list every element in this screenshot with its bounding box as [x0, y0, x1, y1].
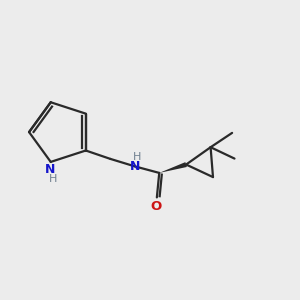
Polygon shape — [159, 162, 187, 173]
Text: N: N — [130, 160, 140, 173]
Text: H: H — [133, 152, 141, 162]
Text: H: H — [49, 174, 57, 184]
Text: O: O — [150, 200, 161, 213]
Text: N: N — [45, 164, 55, 176]
